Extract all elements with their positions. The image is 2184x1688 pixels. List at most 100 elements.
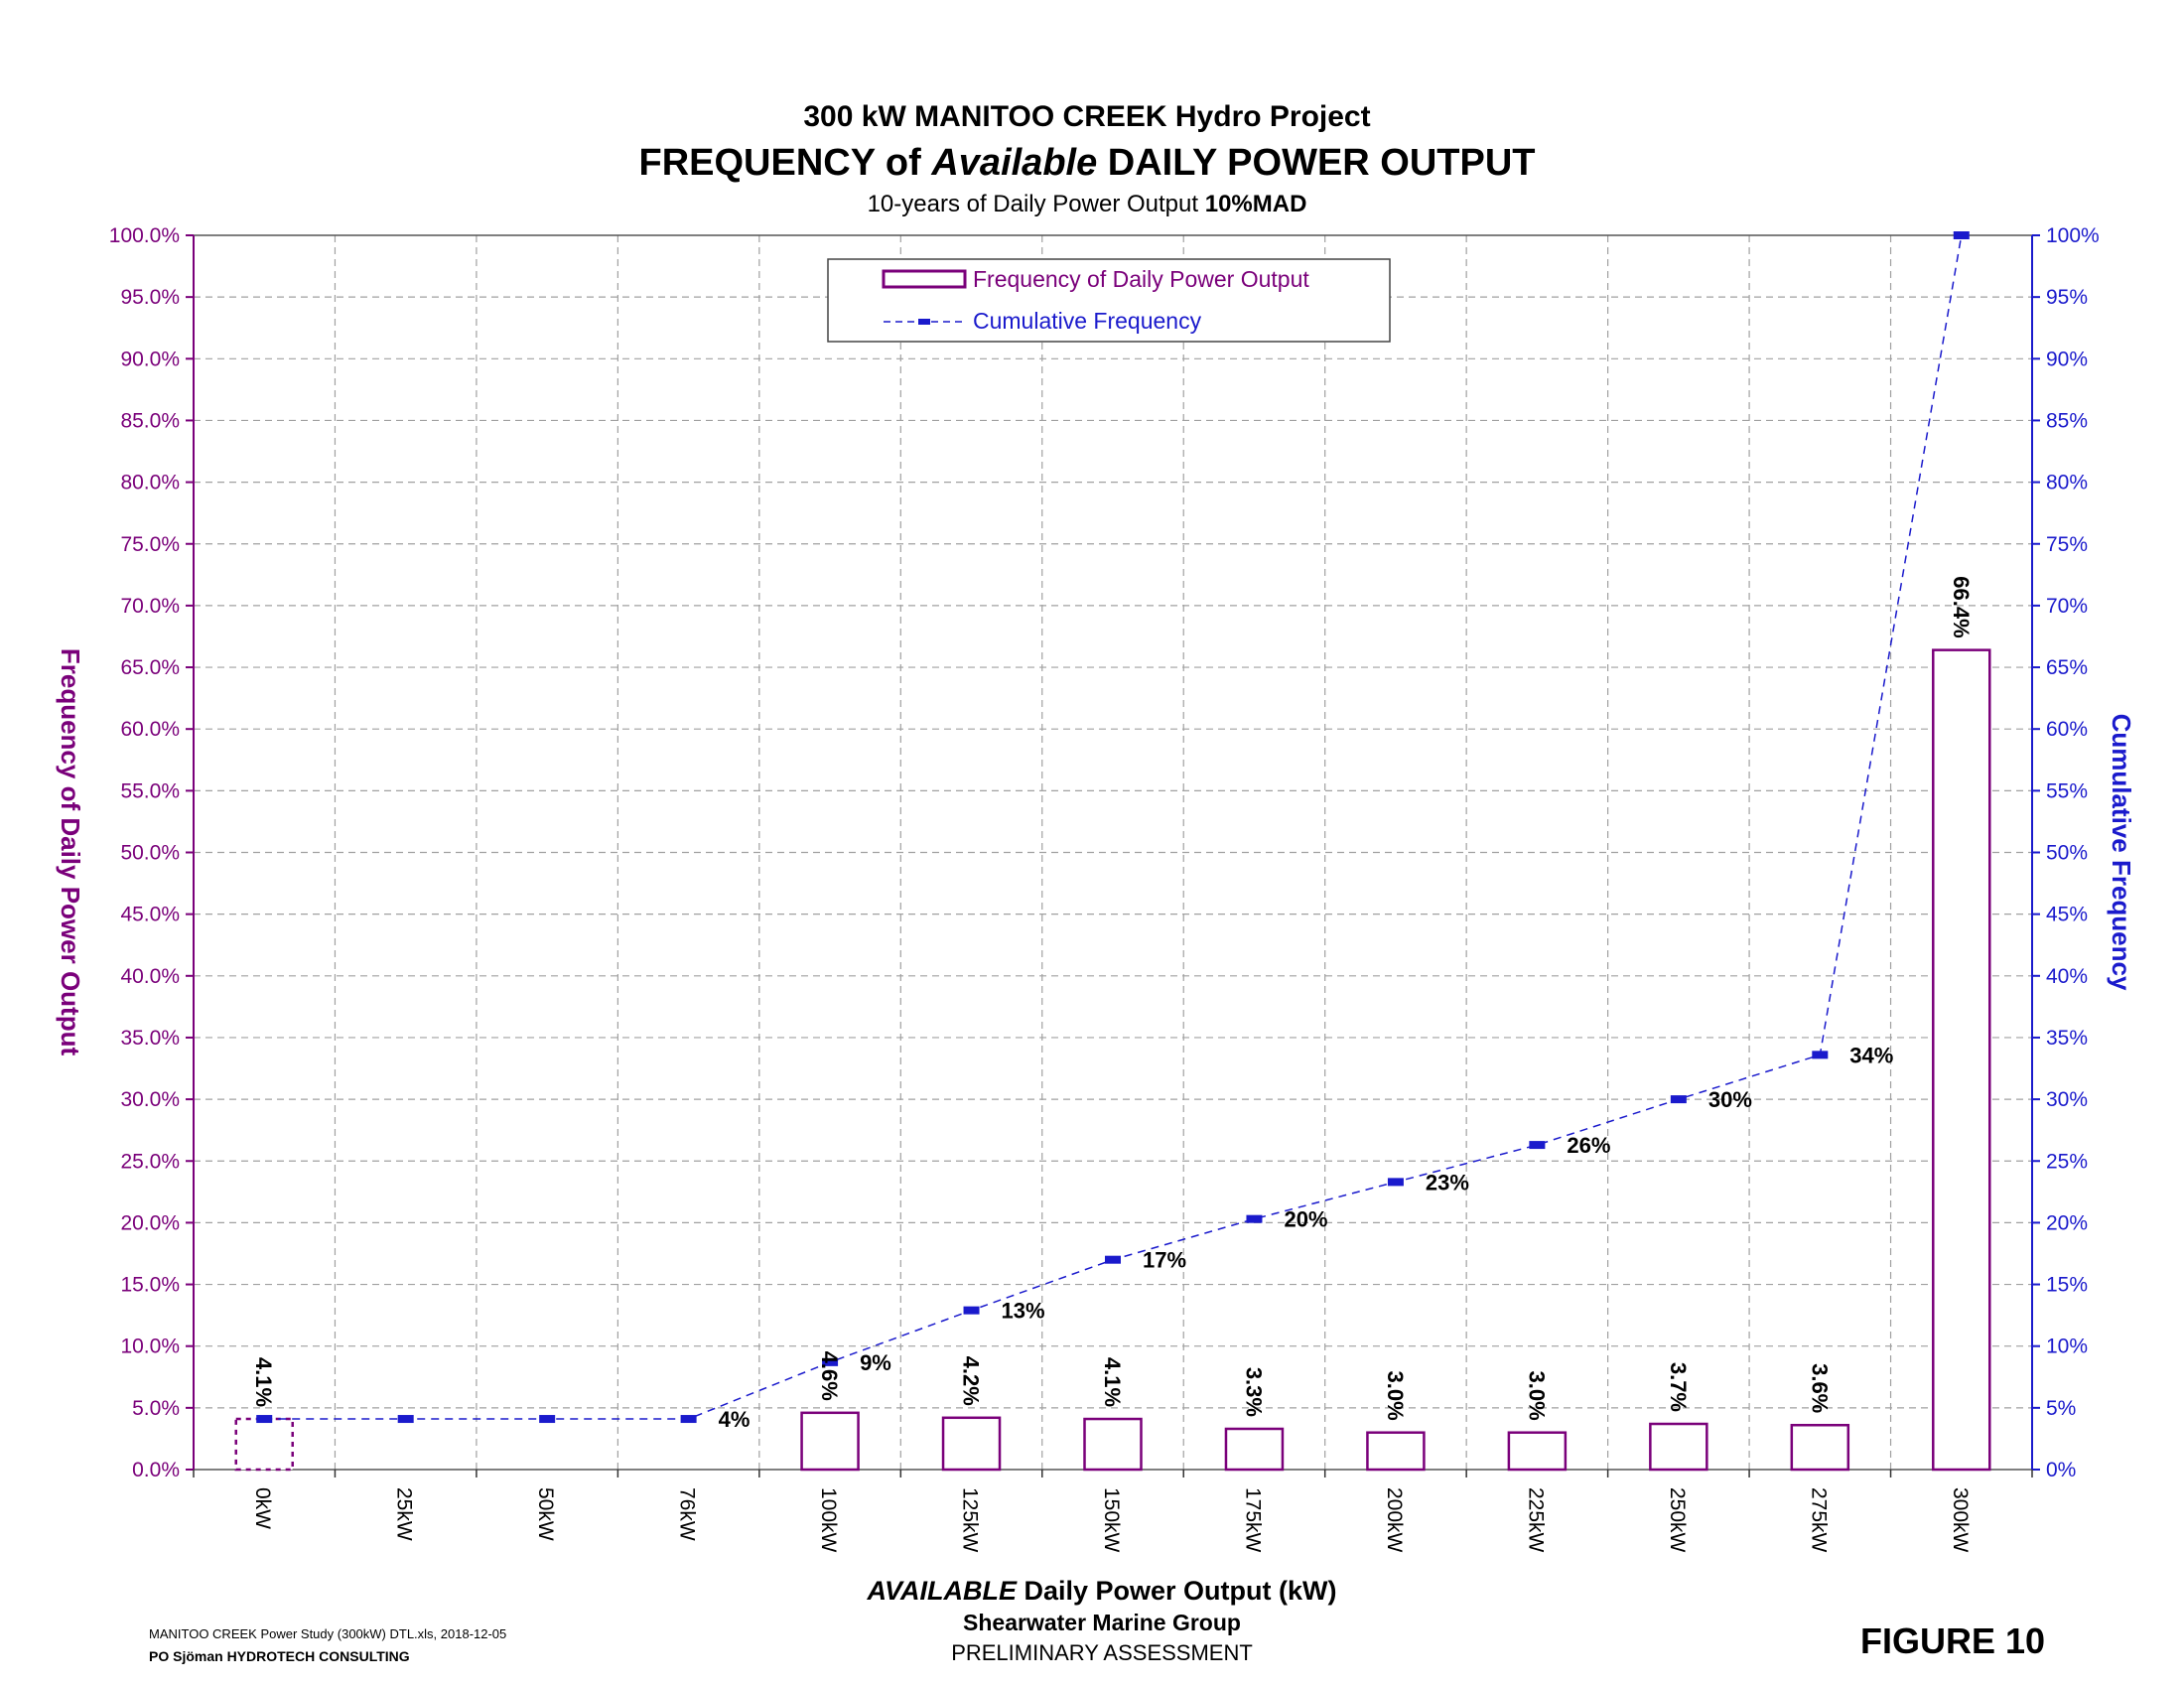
y-tick-label-left: 70.0% <box>120 595 180 618</box>
bar-data-label: 66.4% <box>1949 576 1974 637</box>
frequency-bar <box>1083 1417 1143 1472</box>
chart-title: 300 kW MANITOO CREEK Hydro Project <box>803 100 1370 133</box>
y-tick-label-right: 45% <box>2046 904 2088 926</box>
x-tick-label: 76kW <box>676 1487 699 1541</box>
y-tick-label-left: 75.0% <box>120 533 180 556</box>
y-axis-left: 0.0% 5.0% 10.0% 15.0% 20.0% 25.0% 30.0% 35.0% 40… <box>109 224 195 1481</box>
chart-title-main-post: DAILY POWER OUTPUT <box>1097 142 1535 184</box>
footer-org: Shearwater Marine Group <box>963 1610 1241 1635</box>
bar-data-label: 3.6% <box>1807 1363 1832 1413</box>
cumulative-data-label: 23% <box>1426 1170 1469 1195</box>
cumulative-marker <box>1105 1255 1121 1264</box>
y-tick-label-left: 5.0% <box>132 1397 180 1420</box>
cumulative-line <box>256 231 1970 1424</box>
y-tick-label-right: 30% <box>2046 1088 2088 1111</box>
x-axis-title-italic: AVAILABLE <box>866 1576 1017 1606</box>
cumulative-marker <box>680 1415 697 1424</box>
chart-subtitle-pre: 10-years of Daily Power Output <box>868 191 1205 217</box>
y-tick-label-left: 35.0% <box>120 1027 180 1050</box>
y-tick-label-right: 50% <box>2046 842 2088 865</box>
y-tick-label-right: 20% <box>2046 1211 2088 1234</box>
cumulative-marker <box>539 1415 556 1424</box>
chart-title-main: FREQUENCY of Available DAILY POWER OUTPU… <box>638 142 1535 184</box>
y-tick-label-left: 10.0% <box>120 1336 180 1358</box>
frequency-bar <box>1649 1422 1708 1472</box>
legend-swatch-frequency <box>882 269 967 289</box>
x-tick-label: 250kW <box>1666 1487 1689 1553</box>
cumulative-data-label: 9% <box>860 1350 891 1375</box>
y-tick-label-left: 50.0% <box>120 842 180 865</box>
y-tick-label-left: 90.0% <box>120 348 180 370</box>
cumulative-marker <box>256 1415 273 1424</box>
y-tick-label-right: 0% <box>2046 1459 2076 1481</box>
cumulative-data-label: 13% <box>1002 1299 1045 1324</box>
y-tick-label-left: 85.0% <box>120 409 180 432</box>
legend-label-frequency: Frequency of Daily Power Output <box>973 266 1309 292</box>
x-tick-label: 50kW <box>534 1487 557 1541</box>
x-tick-label: 275kW <box>1807 1487 1830 1553</box>
chart-subtitle: 10-years of Daily Power Output 10%MAD <box>868 191 1307 217</box>
y-tick-label-left: 100.0% <box>109 224 180 247</box>
y-tick-label-left: 80.0% <box>120 472 180 494</box>
x-tick-label: 100kW <box>817 1487 840 1553</box>
x-axis: 0kW 25kW 50kW 76kW 100kW 125kW 150kW 175kW 200kW… <box>193 1470 2033 1553</box>
figure-label: FIGURE 10 <box>1860 1620 2045 1661</box>
frequency-bar <box>1224 1427 1285 1472</box>
cumulative-marker <box>1953 231 1970 239</box>
cumulative-marker <box>397 1415 414 1424</box>
y-tick-label-right: 60% <box>2046 718 2088 741</box>
frequency-bar <box>1790 1424 1850 1472</box>
bar-data-labels: 4.1% 4.6% 4.2% 4.1% 3.3% 3.0% 3.0% 3.7% 3.6% 66.4… <box>251 576 1974 1420</box>
cumulative-data-label: 30% <box>1708 1087 1752 1112</box>
x-axis-title: AVAILABLE Daily Power Output (kW) <box>866 1576 1336 1606</box>
chart-title-main-italic: Available <box>930 142 1097 184</box>
y-tick-label-left: 55.0% <box>120 779 180 802</box>
y-tick-label-right: 65% <box>2046 656 2088 679</box>
x-axis-title-rest: Daily Power Output (kW) <box>1017 1576 1337 1606</box>
frequency-bar <box>1932 648 1991 1472</box>
y-tick-label-left: 15.0% <box>120 1274 180 1297</box>
y-tick-label-right: 5% <box>2046 1397 2076 1420</box>
cumulative-data-label: 26% <box>1567 1133 1610 1158</box>
y-tick-label-right: 25% <box>2046 1150 2088 1173</box>
y-tick-label-left: 20.0% <box>120 1211 180 1234</box>
y-tick-label-right: 10% <box>2046 1336 2088 1358</box>
y-tick-label-right: 15% <box>2046 1274 2088 1297</box>
y-tick-label-left: 30.0% <box>120 1088 180 1111</box>
y-tick-label-left: 95.0% <box>120 286 180 309</box>
bar-data-label: 4.1% <box>251 1357 276 1407</box>
y-tick-label-left: 60.0% <box>120 718 180 741</box>
frequency-bar <box>941 1416 1002 1472</box>
y-tick-label-right: 90% <box>2046 348 2088 370</box>
file-note: MANITOO CREEK Power Study (300kW) DTL.xl… <box>149 1626 506 1641</box>
x-tick-label: 0kW <box>251 1487 274 1529</box>
frequency-bars <box>234 648 1991 1472</box>
cumulative-marker <box>1812 1051 1829 1059</box>
y-tick-label-right: 55% <box>2046 779 2088 802</box>
y-tick-label-right: 70% <box>2046 595 2088 618</box>
cumulative-marker <box>822 1357 839 1366</box>
legend-label-cumulative: Cumulative Frequency <box>973 308 1202 334</box>
frequency-bar <box>1507 1431 1568 1472</box>
cumulative-data-label: 17% <box>1143 1248 1186 1273</box>
y-tick-label-right: 80% <box>2046 472 2088 494</box>
footer-status: PRELIMINARY ASSESSMENT <box>951 1640 1253 1665</box>
bar-data-label: 3.3% <box>1241 1367 1266 1417</box>
frequency-bar <box>1366 1431 1426 1472</box>
x-tick-label: 25kW <box>393 1487 416 1541</box>
cumulative-data-label: 4% <box>719 1407 751 1432</box>
y-tick-label-left: 45.0% <box>120 904 180 926</box>
y-tick-label-left: 40.0% <box>120 965 180 988</box>
y-axis-left-title: Frequency of Daily Power Output <box>56 648 85 1056</box>
x-tick-label: 300kW <box>1949 1487 1972 1553</box>
chart-title-main-pre: FREQUENCY of <box>638 142 931 184</box>
y-tick-label-right: 40% <box>2046 965 2088 988</box>
frequency-bar <box>234 1417 294 1472</box>
consultant-name: PO Sjöman HYDROTECH CONSULTING <box>149 1648 410 1664</box>
legend: Frequency of Daily Power Output Cumulati… <box>827 258 1391 343</box>
x-tick-label: 175kW <box>1241 1487 1264 1553</box>
x-tick-label: 125kW <box>959 1487 982 1553</box>
y-tick-label-right: 85% <box>2046 409 2088 432</box>
y-axis-right: 0% 5% 10% 15% 20% 25% 30% 35% 40% 45% 50% 55% 60% 65%… <box>2031 224 2100 1481</box>
